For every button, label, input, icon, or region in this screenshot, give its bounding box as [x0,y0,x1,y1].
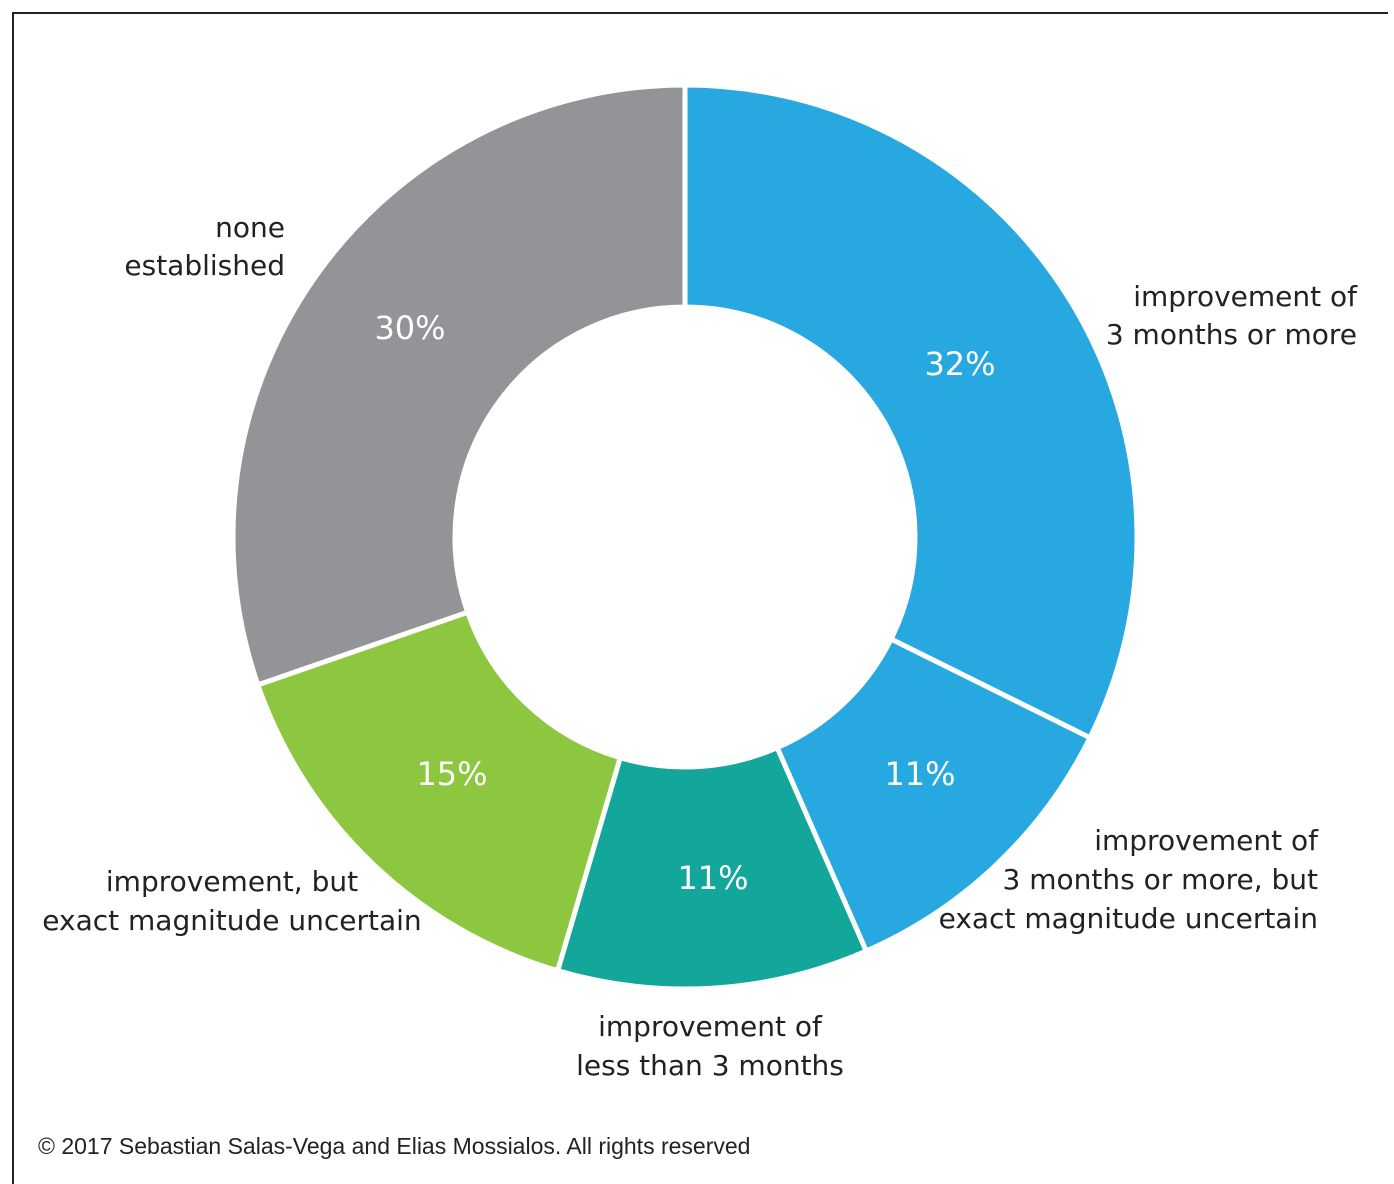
slice-value-label-5: 30% [374,309,445,347]
slice-category-label-4: improvement, but exact magnitude uncertai… [42,865,421,937]
chart-frame [12,12,1388,1184]
slice-value-label-1: 32% [924,345,995,383]
donut-slice-5 [230,82,688,689]
donut-slice-2 [773,635,1094,955]
donut-slice-4 [254,609,624,974]
slice-category-label-3: improvement of less than 3 months [576,1010,844,1082]
slice-value-label-2: 11% [884,755,955,793]
slice-category-label-line: 3 months or more, but [1003,863,1318,896]
slice-category-label-5: none established [124,211,285,282]
slice-category-label-line: exact magnitude uncertain [939,902,1318,935]
labels-layer: 32% improvement of 3 months or more 11% impr… [42,211,1358,1082]
slice-category-label-line: improvement of [1094,824,1319,857]
slices-layer [230,82,1140,992]
slice-value-label-4: 15% [416,755,487,793]
slice-category-label-line: improvement, but [106,865,358,898]
slice-category-label-line: improvement of [598,1010,823,1043]
slice-category-label-line: none [215,211,285,244]
donut-slice-3 [554,744,870,992]
slice-category-label-1: improvement of 3 months or more [1106,280,1358,351]
copyright-notice: © 2017 Sebastian Salas-Vega and Elias Mo… [38,1133,751,1159]
slice-category-label-line: less than 3 months [576,1049,844,1082]
slice-category-label-2: improvement of 3 months or more, but exact… [939,824,1320,935]
slice-category-label-line: established [124,249,285,282]
slice-value-label-3: 11% [677,859,748,897]
slice-category-label-line: improvement of [1133,280,1358,313]
slice-category-label-line: 3 months or more [1106,318,1357,351]
slice-category-label-line: exact magnitude uncertain [42,904,421,937]
donut-slice-1 [682,82,1140,742]
